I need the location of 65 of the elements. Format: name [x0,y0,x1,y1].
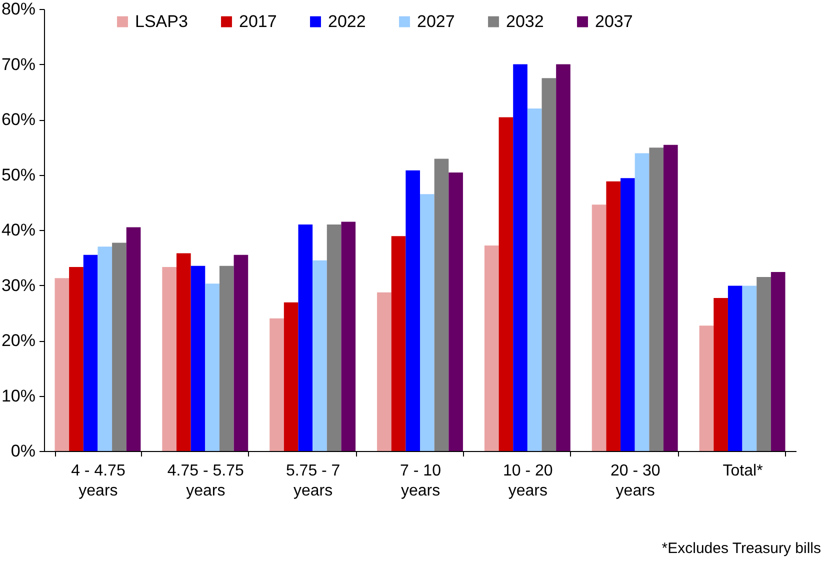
bar [126,227,141,451]
y-tick-label: 80% [1,0,36,18]
bar [112,242,126,451]
legend-label: 2017 [239,12,277,31]
bar [434,158,449,451]
legend-label: 2022 [328,12,366,31]
bar [406,170,420,451]
text: *Excludes Treasury bills [662,540,821,557]
bar [326,224,342,451]
bar [54,278,70,451]
x-tick-label: Total* [722,462,763,480]
bar [270,318,284,451]
bar [714,298,728,451]
bar [377,292,392,451]
legend-label: LSAP3 [135,12,188,31]
y-tick-label: 50% [1,165,36,184]
x-tick-label: 5.75 - 7 years [286,462,340,500]
bar [205,284,220,451]
y-tick-label: 40% [1,220,36,240]
x-tick-label: 4.75 - 5.75 years [167,462,244,500]
bar [298,224,313,451]
bar [699,326,714,451]
bar [484,245,499,451]
bar [770,272,786,451]
bar [83,254,98,451]
bar [190,266,206,451]
bar [742,286,757,451]
bar [98,246,112,451]
bar [527,108,542,451]
bar [176,253,191,451]
bar [448,172,463,451]
y-tick-label: 10% [1,386,36,406]
bar [728,286,742,451]
bar [634,153,650,451]
x-tick-label: 7 - 10 years [400,462,442,500]
bar [620,178,635,451]
bar [542,78,556,451]
y-tick-label: 70% [1,54,36,74]
legend-label: 2037 [595,12,633,31]
legend-label: 2032 [506,12,544,31]
bar [219,266,234,451]
y-tick-label: 30% [1,276,36,295]
bar [234,254,248,451]
bar [284,302,298,451]
bar [606,181,621,451]
bar [69,267,84,451]
bar [420,194,434,451]
bar [556,64,570,451]
x-tick-label: 4 - 4.75 years [71,462,126,500]
bar [592,204,606,451]
bar [649,148,664,451]
bar [341,222,356,451]
x-tick-label: 20 - 30 years [610,462,660,500]
y-tick-label: 60% [1,110,36,129]
bar [312,260,327,451]
bar [513,64,528,451]
bar [664,144,678,451]
legend-label: 2027 [417,12,455,31]
x-tick-label: 10 - 20 years [503,462,553,500]
bar [756,276,771,451]
bar [162,267,176,451]
bar [391,236,406,451]
bar [498,117,514,451]
y-tick-label: 20% [1,331,36,350]
y-tick-label: 0% [10,442,36,460]
